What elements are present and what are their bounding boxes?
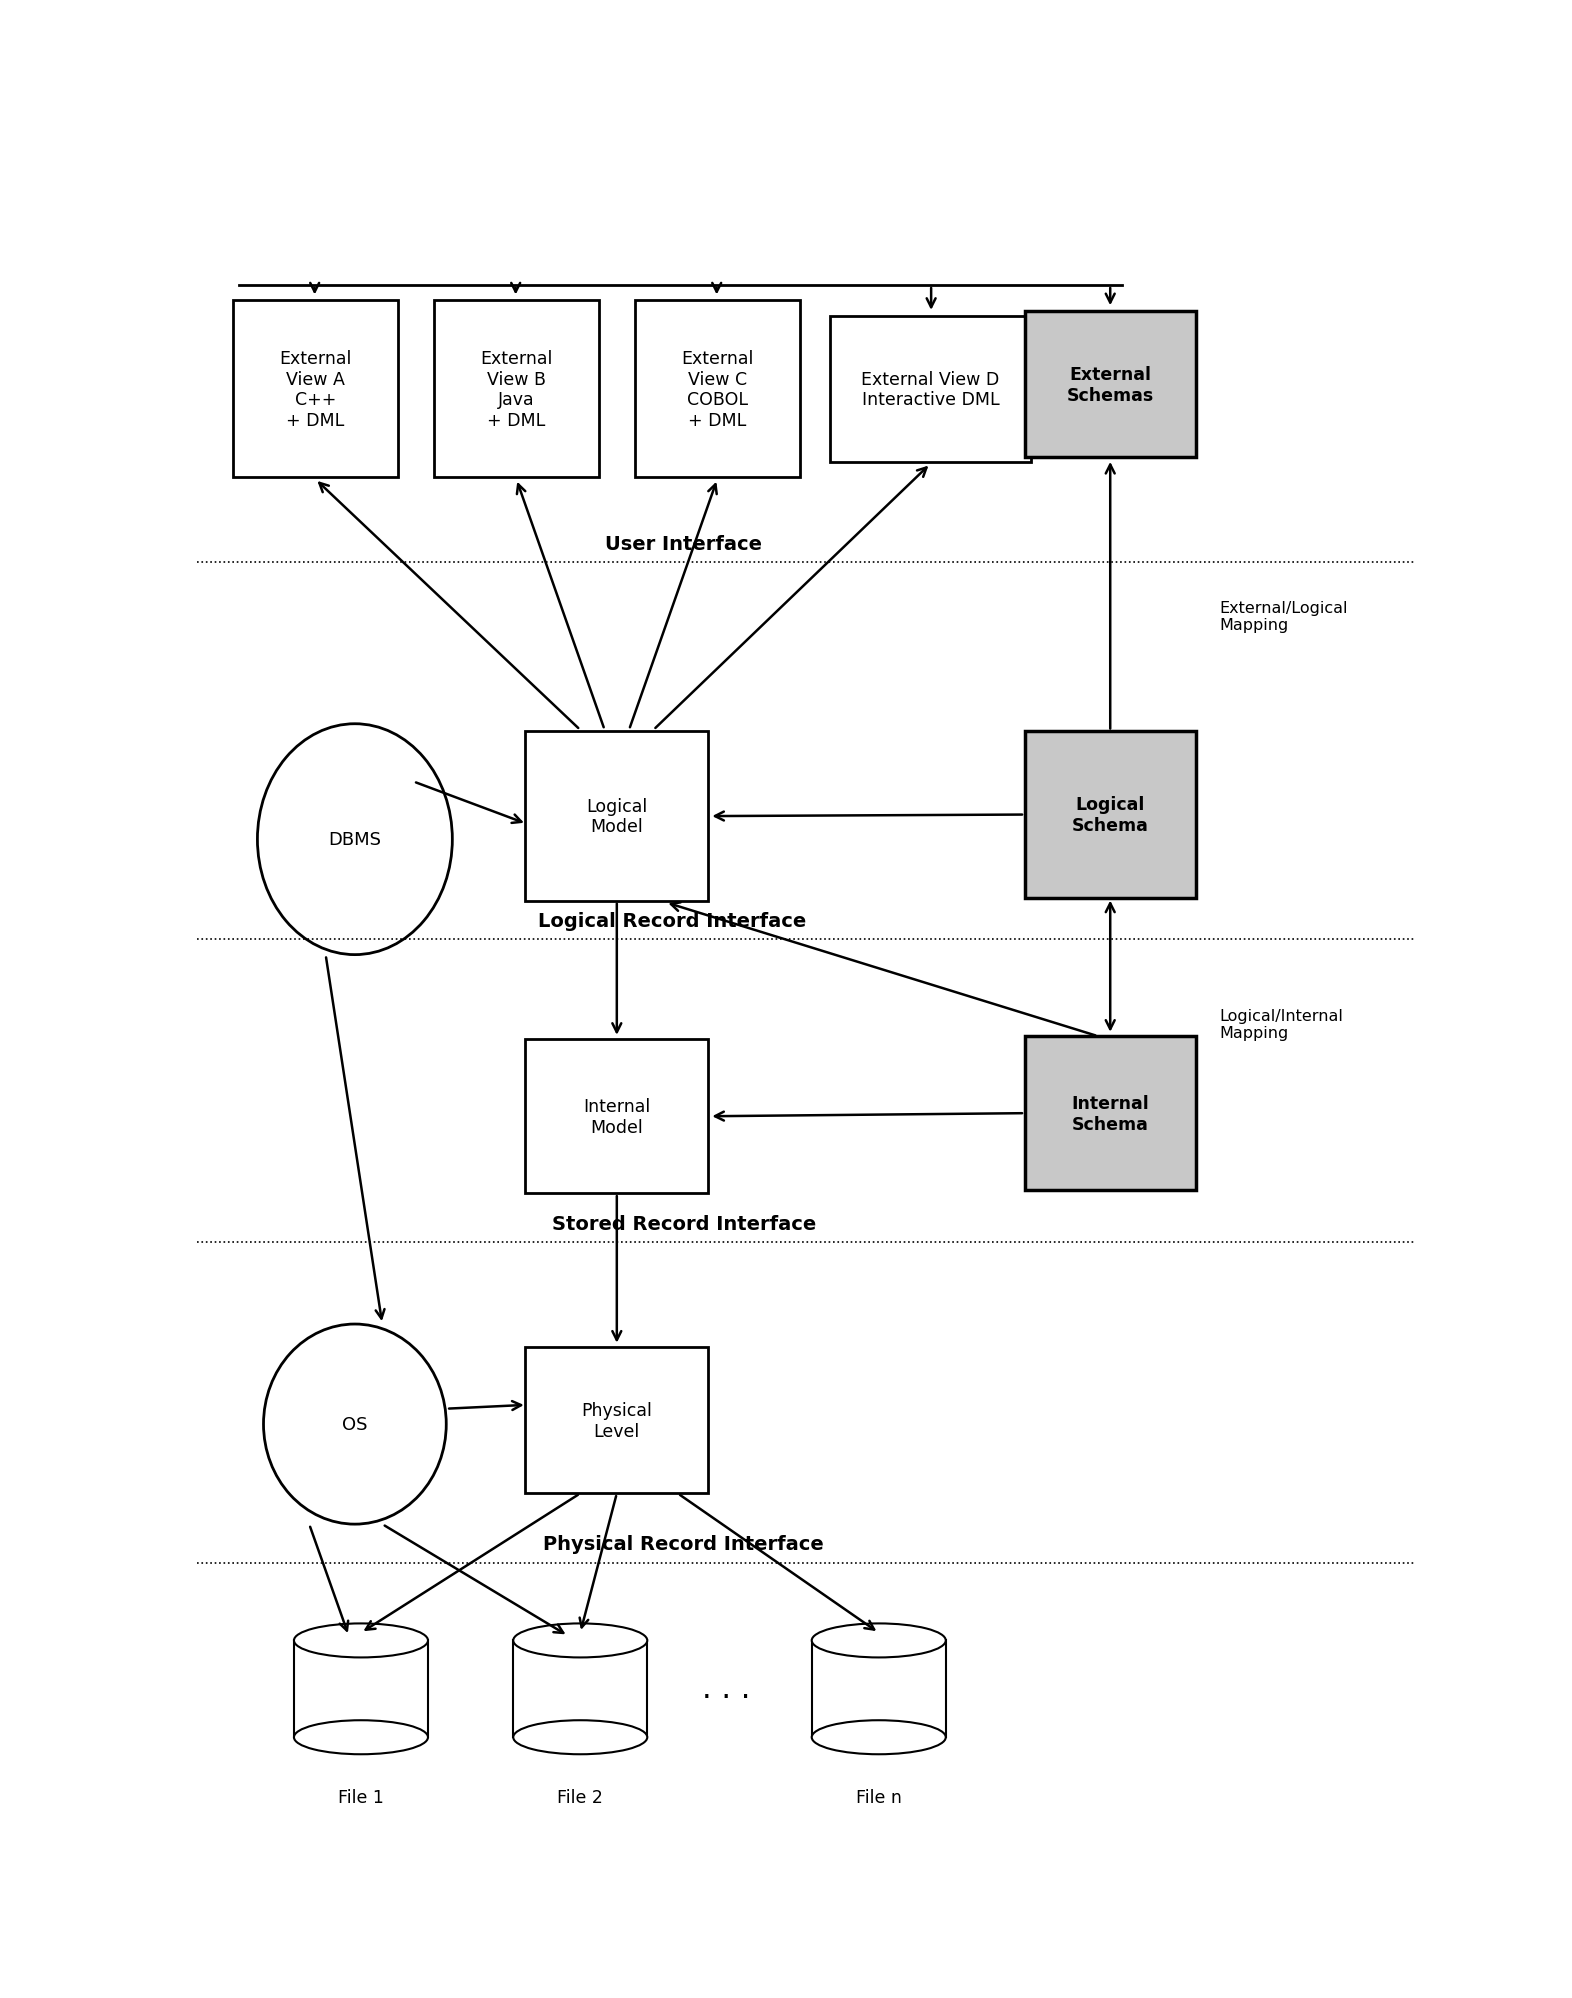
Text: User Interface: User Interface	[605, 535, 762, 553]
FancyBboxPatch shape	[525, 1347, 709, 1495]
FancyBboxPatch shape	[830, 316, 1031, 464]
Text: OS: OS	[343, 1415, 368, 1433]
Text: . . .: . . .	[703, 1674, 751, 1704]
Text: File 2: File 2	[558, 1788, 604, 1806]
Text: External
View A
C++
+ DML: External View A C++ + DML	[280, 350, 352, 430]
Text: Physical
Level: Physical Level	[582, 1401, 652, 1441]
Ellipse shape	[294, 1624, 428, 1658]
Text: Physical Record Interface: Physical Record Interface	[544, 1534, 824, 1554]
Text: Stored Record Interface: Stored Record Interface	[552, 1215, 816, 1233]
Text: External/Logical
Mapping: External/Logical Mapping	[1220, 601, 1349, 633]
Text: Internal
Model: Internal Model	[583, 1097, 651, 1137]
Text: External View D
Interactive DML: External View D Interactive DML	[861, 370, 1000, 410]
Ellipse shape	[514, 1720, 648, 1754]
Text: File n: File n	[855, 1788, 902, 1806]
FancyBboxPatch shape	[635, 302, 800, 478]
Text: Logical Record Interface: Logical Record Interface	[538, 911, 806, 931]
Text: File 1: File 1	[338, 1788, 384, 1806]
FancyBboxPatch shape	[1025, 731, 1196, 899]
FancyBboxPatch shape	[1025, 1037, 1196, 1191]
Text: Logical/Internal
Mapping: Logical/Internal Mapping	[1220, 1009, 1344, 1041]
Text: Logical
Model: Logical Model	[586, 797, 648, 835]
Ellipse shape	[294, 1720, 428, 1754]
FancyBboxPatch shape	[525, 731, 709, 901]
Text: External
View C
COBOL
+ DML: External View C COBOL + DML	[681, 350, 753, 430]
Ellipse shape	[258, 725, 453, 955]
Ellipse shape	[811, 1720, 946, 1754]
FancyBboxPatch shape	[434, 302, 599, 478]
Text: DBMS: DBMS	[329, 831, 382, 849]
FancyBboxPatch shape	[525, 1039, 709, 1193]
Text: Logical
Schema: Logical Schema	[1072, 795, 1149, 835]
Text: Internal
Schema: Internal Schema	[1072, 1095, 1149, 1133]
Text: External
Schemas: External Schemas	[1066, 366, 1154, 404]
Ellipse shape	[264, 1325, 446, 1524]
Text: External
View B
Java
+ DML: External View B Java + DML	[479, 350, 552, 430]
Ellipse shape	[811, 1624, 946, 1658]
FancyBboxPatch shape	[233, 302, 398, 478]
FancyBboxPatch shape	[1025, 312, 1196, 458]
Ellipse shape	[514, 1624, 648, 1658]
